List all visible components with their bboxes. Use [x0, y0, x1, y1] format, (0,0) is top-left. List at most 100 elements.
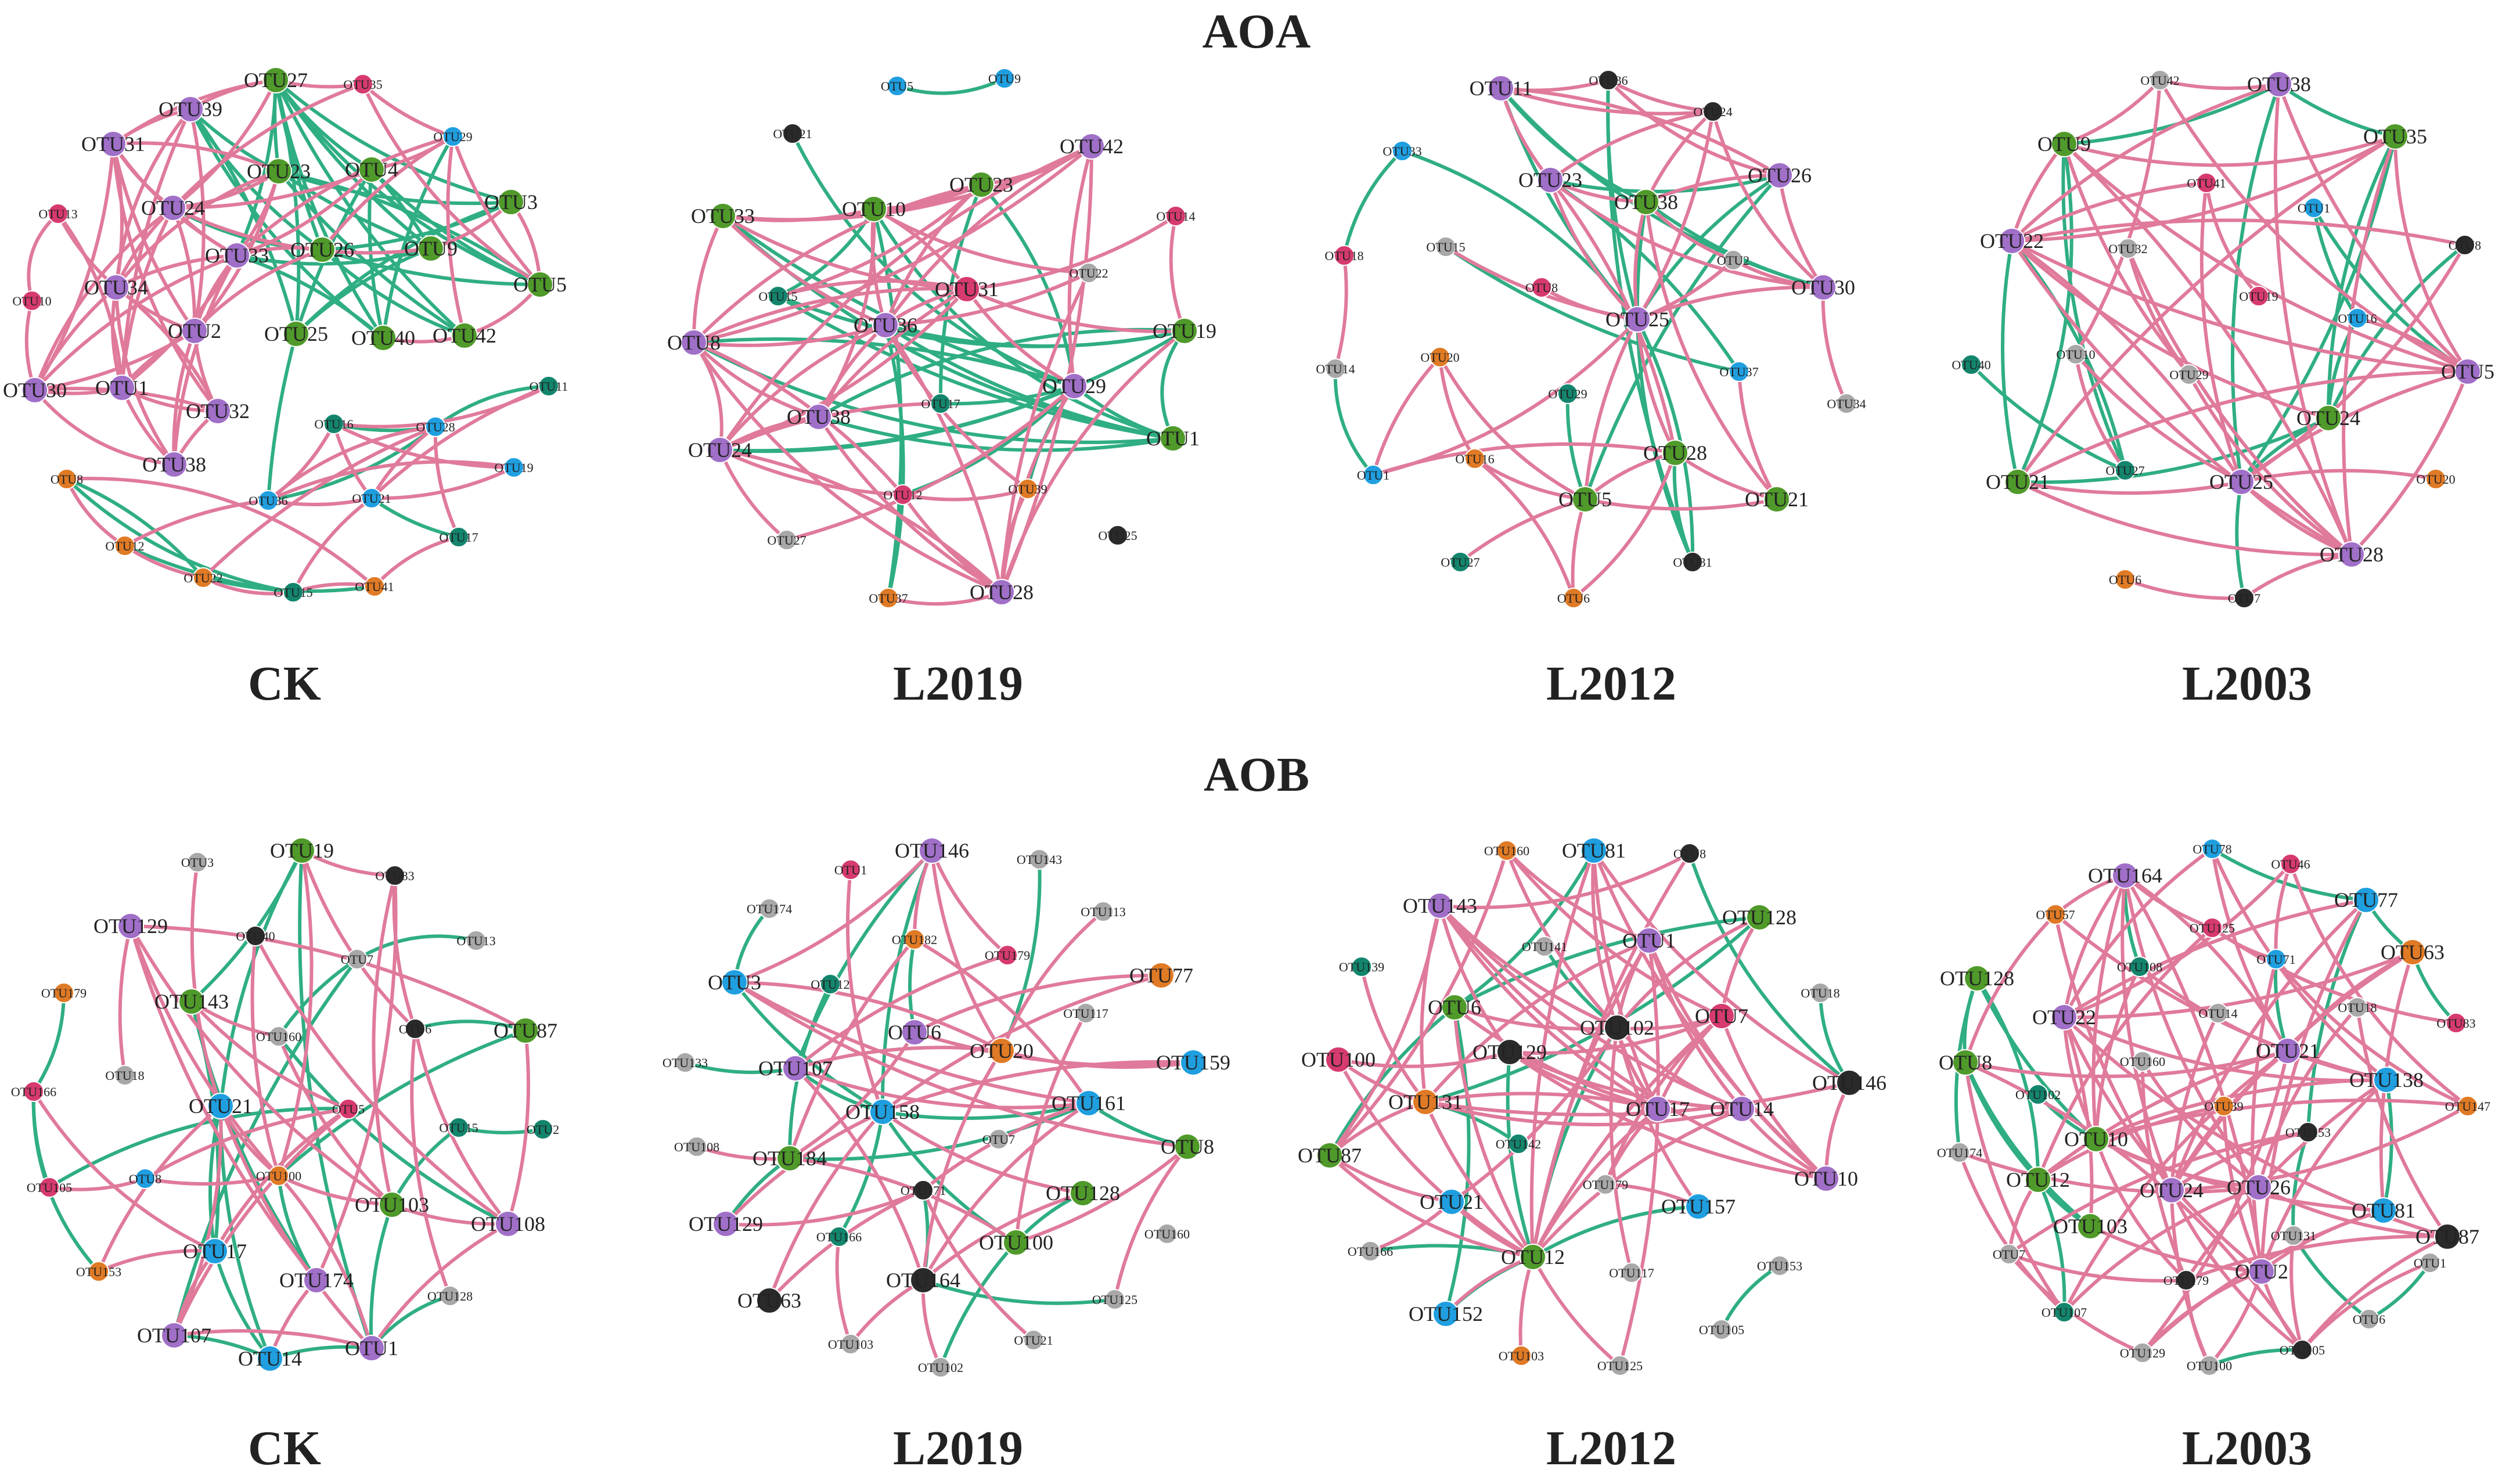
node-label: OTU157 — [1661, 1195, 1736, 1218]
node-circle — [2347, 997, 2368, 1018]
positive-edge-otu23-otu31 — [113, 141, 280, 173]
node-otu16: OTU16 — [1455, 448, 1495, 469]
node-circle — [1488, 75, 1514, 102]
node-otu20: OTU20 — [970, 1038, 1034, 1064]
node-label: OTU77 — [1129, 964, 1193, 987]
node-otu103: OTU103 — [828, 1334, 873, 1355]
positive-edge-otu125-otu83 — [2211, 926, 2457, 1025]
node-circle — [878, 588, 899, 608]
node-otu5: OTU5 — [332, 1098, 365, 1119]
positive-edge-otu14-otu31 — [966, 214, 1177, 291]
positive-edge-otu20-otu5 — [1438, 356, 1586, 501]
panel-label-aoa-ck: CK — [248, 657, 321, 711]
positive-edge-otu3-otu20 — [734, 981, 1003, 1053]
node-otu46: OTU46 — [2271, 853, 2310, 874]
positive-edge-otu8-otu107 — [1964, 1062, 2066, 1313]
node-label: OTU12 — [883, 488, 922, 502]
node-label: OTU8 — [1673, 847, 1706, 861]
node-otu71: OTU71 — [2256, 949, 2296, 970]
node-otu29: OTU29 — [433, 126, 473, 147]
positive-edge-otu143-otu5 — [190, 1000, 350, 1111]
node-circle — [2118, 238, 2138, 259]
node-label: OTU27 — [1441, 555, 1479, 570]
node-label: OTU128 — [1722, 906, 1796, 929]
node-circle — [2457, 1096, 2478, 1116]
node-circle — [352, 74, 373, 95]
negative-edge-otu100-otu174 — [277, 1175, 318, 1281]
positive-edge-otu34-otu30 — [33, 286, 117, 391]
node-circle — [2004, 469, 2031, 495]
node-circle — [2202, 917, 2223, 938]
node-label: OTU152 — [1409, 1302, 1483, 1325]
node-otu174: OTU174 — [279, 1267, 354, 1294]
node-circle — [1624, 306, 1651, 333]
node-otu17: OTU17 — [439, 527, 478, 548]
positive-edge-otu26-otu38 — [1645, 174, 1780, 204]
node-otu30: OTU30 — [1791, 274, 1855, 301]
positive-edge-otu33-otu31 — [722, 214, 967, 291]
node-label: OTU105 — [1699, 1323, 1744, 1337]
node-otu11: OTU11 — [530, 376, 568, 397]
node-circle — [2051, 131, 2078, 157]
positive-edge-otu4-otu24 — [172, 168, 373, 210]
node-circle — [527, 271, 553, 298]
node-circle — [2115, 460, 2136, 481]
negative-edge-otu105-otu5 — [48, 1107, 349, 1189]
node-circle — [1017, 478, 1038, 499]
node-circle — [224, 242, 250, 269]
positive-edge-otu158-otu63 — [768, 1110, 884, 1302]
positive-edge-otu8-otu100 — [145, 1174, 279, 1186]
positive-edge-otu9-otu42 — [2063, 78, 2162, 146]
edges-aoa-ck — [24, 78, 550, 596]
node-otu30: OTU30 — [3, 377, 67, 404]
node-circle — [498, 189, 524, 215]
node-circle — [892, 484, 913, 505]
node-label: OTU103 — [2053, 1215, 2127, 1238]
node-otu39: OTU39 — [1008, 478, 1047, 499]
node-circle — [1723, 250, 1744, 271]
negative-edge-otu3-otu25 — [294, 200, 512, 336]
node-circle — [2132, 1051, 2153, 1072]
positive-edge-otu129-otu87 — [130, 924, 527, 1032]
node-otu21: OTU21 — [2256, 1038, 2320, 1064]
positive-edge-otu5-otu6 — [1571, 499, 1587, 599]
node-otu179: OTU179 — [1583, 1174, 1628, 1195]
node-circle — [103, 274, 129, 301]
node-otu12: OTU12 — [883, 484, 923, 505]
node-otu21: OTU21 — [1986, 469, 2050, 495]
node-circle — [2132, 1342, 2153, 1363]
node-label: OTU87 — [494, 1019, 557, 1042]
node-circle — [1769, 1255, 1790, 1276]
node-label: OTU166 — [816, 1230, 862, 1244]
node-otu103: OTU103 — [355, 1191, 429, 1218]
node-circle — [532, 1119, 553, 1140]
node-otu27: OTU27 — [244, 67, 308, 93]
positive-edge-otu108-otu10 — [2094, 966, 2141, 1140]
node-otu153: OTU153 — [2285, 1122, 2331, 1143]
node-circle — [2208, 1003, 2228, 1024]
positive-edge-otu36-otu39 — [884, 324, 1029, 491]
positive-edge-otu160-otu87 — [1328, 850, 1508, 1157]
node-label: OTU19 — [1153, 319, 1216, 343]
node-label: OTU25 — [2209, 470, 2273, 494]
node-label: OTU108 — [2117, 960, 2162, 974]
positive-edge-otu23-otu8 — [692, 183, 982, 344]
node-otu38: OTU38 — [1614, 189, 1678, 215]
node-circle — [930, 1357, 951, 1378]
node-label: OTU10 — [2064, 1128, 2128, 1151]
positive-edge-otu41-otu22 — [2011, 181, 2207, 243]
node-label: OTU9 — [2037, 132, 2091, 156]
node-otu12: OTU12 — [811, 974, 850, 995]
node-label: OTU128 — [1046, 1182, 1120, 1205]
positive-edge-otu131-otu12 — [1424, 1101, 1535, 1259]
positive-edge-otu6-otu128 — [410, 1028, 452, 1297]
positive-edge-otu166-otu103 — [835, 1236, 852, 1345]
positive-edge-otu83-otu6 — [392, 875, 417, 1029]
node-label: OTU1 — [1146, 427, 1200, 450]
node-label: OTU39 — [1008, 482, 1047, 496]
positive-edge-otu160-otu1 — [1505, 849, 1650, 942]
node-otu146: OTU146 — [895, 837, 969, 864]
positive-edge-otu129-otu100 — [129, 925, 280, 1177]
node-circle — [88, 1261, 109, 1282]
